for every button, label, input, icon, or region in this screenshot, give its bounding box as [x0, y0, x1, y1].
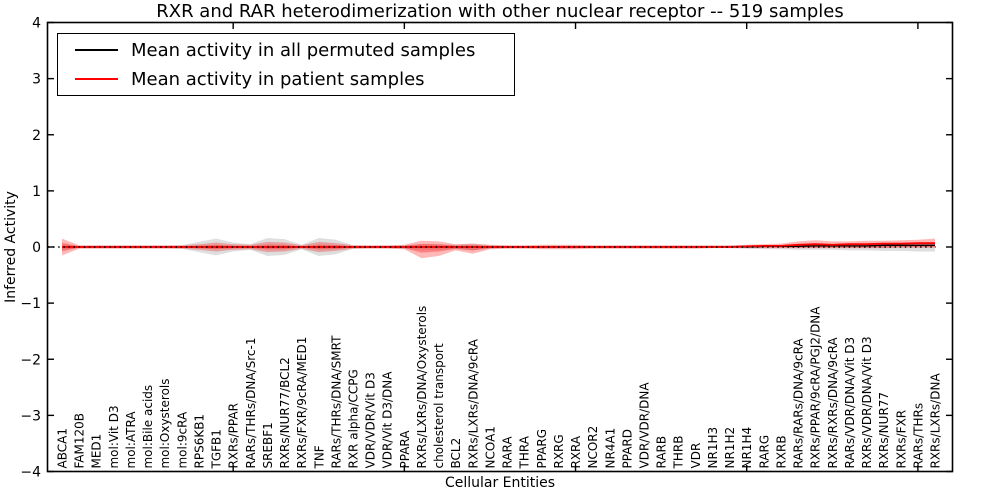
x-category-label: RARs/VDR/DNA/Vit D3 — [843, 337, 857, 469]
x-category-label: NCOA1 — [483, 426, 497, 468]
x-category-label: PPARD — [620, 429, 634, 469]
x-category-label: RXRs/LXRs/DNA/9cRA — [466, 338, 480, 468]
legend-row-permuted: Mean activity in all permuted samples — [75, 37, 514, 63]
x-category-label: RARB — [655, 436, 669, 469]
x-category-label: ABCA1 — [56, 428, 70, 468]
x-category-label: RARs/THRs — [911, 403, 925, 469]
legend-row-patient: Mean activity in patient samples — [75, 66, 514, 92]
x-category-label: FAM120B — [73, 413, 87, 469]
x-category-label: PPARG — [535, 429, 549, 469]
y-tick-label: 0 — [32, 240, 41, 256]
patient-line-swatch — [75, 78, 118, 80]
x-category-label: RXRA — [569, 435, 583, 468]
x-category-label: RXRB — [774, 435, 788, 468]
x-category-label: mol:ATRA — [124, 411, 138, 469]
y-tick-label: −2 — [20, 352, 41, 368]
x-axis-label: Cellular Entities — [444, 475, 556, 491]
x-category-label: BCL2 — [449, 438, 463, 469]
x-category-label: cholesterol transport — [432, 343, 446, 469]
x-category-label: RXRs/VDR/DNA/Vit D3 — [860, 336, 874, 468]
x-category-label: TNF — [312, 445, 326, 469]
x-category-label: VDR — [689, 443, 703, 469]
x-category-label: VDR/VDR/Vit D3 — [364, 372, 378, 468]
x-category-label: RARG — [757, 435, 771, 469]
x-category-label: THRB — [672, 436, 686, 470]
x-category-label: mol:Bile acids — [141, 385, 155, 469]
x-category-label: NCOR2 — [586, 426, 600, 469]
x-category-label: RARs/THRs/DNA/Src-1 — [244, 338, 258, 469]
y-tick-label: −4 — [20, 465, 41, 481]
x-category-label: VDR/VDR/DNA — [638, 382, 652, 469]
x-category-label: mol:Oxysterols — [158, 379, 172, 469]
x-category-label: RXRs/LXRs/DNA/Oxysterols — [415, 306, 429, 469]
permuted-line-swatch — [75, 49, 118, 51]
y-tick-label: −1 — [20, 296, 41, 312]
legend: Mean activity in all permuted samples Me… — [57, 33, 515, 96]
x-category-label: RARs/RARs/DNA/9cRA — [792, 338, 806, 469]
x-category-label: SREBF1 — [261, 422, 275, 468]
x-category-label: RXRs/PPAR/9cRA/PGJ2/DNA — [809, 306, 823, 469]
y-tick-label: 4 — [32, 16, 41, 32]
y-tick-label: 2 — [32, 128, 41, 144]
x-category-label: RXR alpha/CCPG — [347, 369, 361, 468]
x-category-label: RPS6KB1 — [192, 414, 206, 469]
x-category-label: RXRs/FXR — [894, 410, 908, 469]
x-category-label: RARs/THRs/DNA/SMRT — [329, 335, 343, 469]
patient-samples-range-band — [62, 238, 935, 259]
x-category-label: mol:Vit D3 — [107, 405, 121, 468]
x-category-label: RXRs/NUR77/BCL2 — [278, 357, 292, 468]
x-category-label: RXRs/LXRs/DNA — [929, 373, 943, 469]
legend-label-patient: Mean activity in patient samples — [131, 68, 425, 90]
x-category-label: RXRs/RXRs/DNA/9cRA — [826, 337, 840, 469]
x-category-label: THRA — [518, 435, 532, 469]
x-category-label: NR1H3 — [706, 427, 720, 469]
x-category-label: TGFB1 — [210, 429, 224, 469]
chart-title: RXR and RAR heterodimerization with othe… — [156, 1, 844, 22]
x-category-label: NR4A1 — [603, 428, 617, 469]
x-category-label: RARA — [501, 436, 515, 469]
x-category-label: NR1H2 — [723, 427, 737, 469]
y-tick-label: 3 — [32, 72, 41, 88]
y-tick-label: 1 — [32, 184, 41, 200]
x-category-label: NR1H4 — [740, 427, 754, 469]
x-category-label: RXRG — [552, 434, 566, 468]
x-category-label: VDR/Vit D3/DNA — [381, 371, 395, 469]
x-category-label: RXRs/FXR/9cRA/MED1 — [295, 337, 309, 469]
y-tick-label: −3 — [20, 408, 41, 424]
x-category-label: MED1 — [90, 434, 104, 469]
y-axis-label: Inferred Activity — [3, 191, 19, 303]
x-category-label: RXRs/NUR77 — [877, 392, 891, 469]
legend-label-permuted: Mean activity in all permuted samples — [131, 39, 476, 61]
x-category-label: RXRs/PPAR — [227, 403, 241, 468]
x-category-label: PPARA — [398, 430, 412, 469]
x-category-label: mol:9cRA — [175, 411, 189, 468]
